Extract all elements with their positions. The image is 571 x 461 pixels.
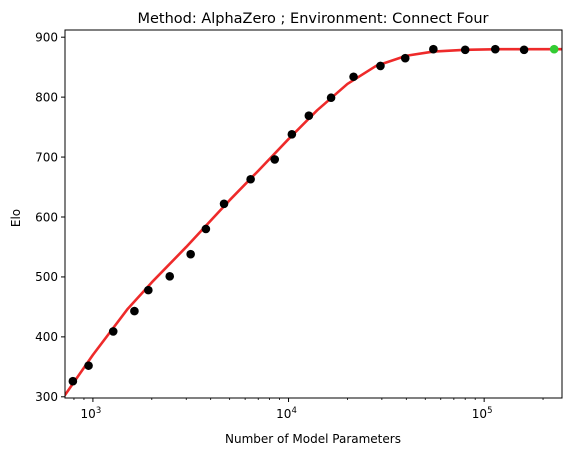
data-point <box>68 376 78 386</box>
x-tick-label: 105 <box>472 406 493 421</box>
data-point <box>108 327 118 336</box>
data-point <box>201 224 211 234</box>
data-point <box>84 361 93 370</box>
data-point <box>490 44 500 54</box>
data-point <box>376 61 385 71</box>
data-point <box>165 272 175 281</box>
data-point <box>460 45 470 55</box>
x-tick-label: 103 <box>81 406 102 421</box>
plot-frame <box>64 29 563 399</box>
data-point <box>519 45 529 55</box>
y-tick-label: 300 <box>35 390 58 404</box>
data-point <box>219 199 229 209</box>
data-point <box>326 93 336 103</box>
data-point <box>287 129 297 139</box>
data-point <box>304 111 314 121</box>
y-tick-label: 600 <box>35 210 58 224</box>
y-tick-label: 400 <box>35 330 58 344</box>
y-tick-label: 900 <box>35 30 58 44</box>
fit-line <box>65 47 562 397</box>
y-tick-label: 700 <box>35 150 58 164</box>
data-point <box>400 53 410 63</box>
data-point <box>144 285 153 295</box>
data-point <box>130 306 139 316</box>
axis-ticks: 300 400 500 600 700 800 900 103 104 105 <box>35 30 544 421</box>
y-axis-label: Elo <box>9 209 23 227</box>
data-point <box>349 72 358 82</box>
data-point <box>246 174 255 184</box>
data-point <box>429 44 438 54</box>
x-tick-label: 104 <box>276 406 297 421</box>
y-tick-label: 800 <box>35 90 58 104</box>
data-point <box>186 249 195 259</box>
y-tick-label: 500 <box>35 270 58 284</box>
chart-title: Method: AlphaZero ; Environment: Connect… <box>137 11 488 27</box>
data-point <box>270 155 280 164</box>
plot-area <box>65 44 562 397</box>
highlight-data-point <box>549 44 559 54</box>
x-axis-label: Number of Model Parameters <box>225 432 401 446</box>
